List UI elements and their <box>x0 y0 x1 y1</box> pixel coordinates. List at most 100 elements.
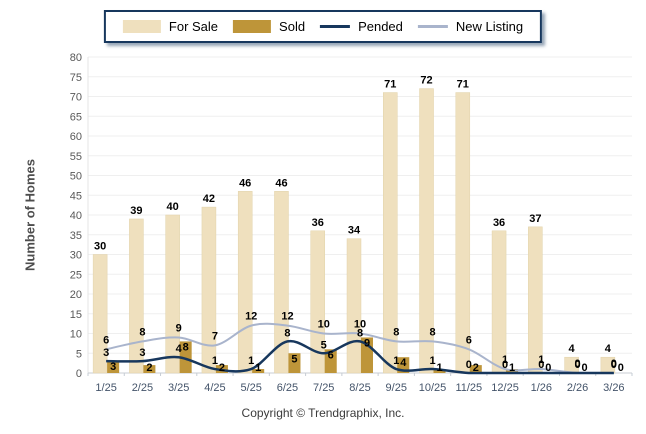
svg-text:40: 40 <box>167 201 179 213</box>
svg-text:50: 50 <box>70 171 82 183</box>
legend-item-new-listing: New Listing <box>417 19 524 34</box>
svg-text:46: 46 <box>275 177 287 189</box>
svg-text:60: 60 <box>70 131 82 143</box>
svg-text:2: 2 <box>473 362 479 374</box>
sold-bars <box>107 337 519 373</box>
svg-text:70: 70 <box>70 92 82 104</box>
svg-text:2/25: 2/25 <box>132 382 153 394</box>
svg-text:45: 45 <box>70 190 82 202</box>
svg-text:2/26: 2/26 <box>567 382 588 394</box>
svg-text:3: 3 <box>103 347 109 359</box>
svg-text:12/25: 12/25 <box>491 382 519 394</box>
svg-text:30: 30 <box>70 250 82 262</box>
svg-text:15: 15 <box>70 309 82 321</box>
svg-text:80: 80 <box>70 52 82 64</box>
svg-text:7/25: 7/25 <box>313 382 334 394</box>
svg-text:5: 5 <box>291 353 297 365</box>
svg-text:42: 42 <box>203 193 215 205</box>
svg-text:0: 0 <box>618 362 624 374</box>
svg-text:4: 4 <box>400 357 407 369</box>
svg-text:2: 2 <box>146 362 152 374</box>
svg-text:36: 36 <box>312 217 324 229</box>
svg-text:0: 0 <box>611 359 617 371</box>
svg-text:40: 40 <box>70 210 82 222</box>
svg-text:0: 0 <box>575 358 581 370</box>
svg-text:1: 1 <box>436 362 442 374</box>
svg-text:20: 20 <box>70 289 82 301</box>
svg-text:8: 8 <box>429 326 435 338</box>
svg-text:1/26: 1/26 <box>531 382 552 394</box>
svg-text:1: 1 <box>248 355 254 367</box>
svg-text:39: 39 <box>130 205 142 217</box>
legend-label-for-sale: For Sale <box>168 19 219 34</box>
svg-text:8/25: 8/25 <box>349 382 370 394</box>
svg-text:55: 55 <box>70 151 82 163</box>
svg-text:4: 4 <box>176 343 183 355</box>
svg-text:1: 1 <box>538 354 544 366</box>
svg-text:75: 75 <box>70 72 82 84</box>
for-sale-bars <box>92 88 616 374</box>
svg-text:2: 2 <box>219 362 225 374</box>
y-axis-labels: 0 5 10 15 20 25 30 35 40 45 50 55 60 65 70 75 80 <box>70 52 82 380</box>
svg-text:71: 71 <box>457 79 469 91</box>
svg-text:1/25: 1/25 <box>95 382 116 394</box>
svg-text:5: 5 <box>321 339 327 351</box>
svg-text:3/25: 3/25 <box>168 382 189 394</box>
pended-line <box>106 339 614 375</box>
svg-text:4: 4 <box>569 343 576 355</box>
svg-text:6: 6 <box>328 349 334 361</box>
svg-text:6: 6 <box>466 334 472 346</box>
svg-text:8: 8 <box>139 326 145 338</box>
svg-text:1: 1 <box>509 362 515 374</box>
svg-text:0: 0 <box>545 362 551 374</box>
svg-text:9: 9 <box>176 322 182 334</box>
x-axis-labels: 1/25 2/25 3/25 4/25 5/25 6/25 7/25 8/25 9/25 10/2… <box>87 373 633 394</box>
svg-text:11/25: 11/25 <box>455 382 482 394</box>
legend: For Sale Sold Pended New Listing <box>103 10 543 43</box>
sold-value-labels: 3 282 15 694 1 2 1 0 0 0 <box>110 337 624 374</box>
svg-text:12: 12 <box>245 311 257 323</box>
legend-item-for-sale: For Sale <box>122 19 219 34</box>
svg-text:0: 0 <box>538 359 544 371</box>
svg-text:5/25: 5/25 <box>240 382 261 394</box>
svg-text:72: 72 <box>420 75 432 87</box>
svg-text:25: 25 <box>70 269 82 281</box>
svg-text:6/25: 6/25 <box>277 382 298 394</box>
svg-text:0: 0 <box>611 358 617 370</box>
svg-text:9/25: 9/25 <box>386 382 407 394</box>
svg-text:0: 0 <box>575 359 581 371</box>
legend-label-pended: Pended <box>358 19 403 34</box>
svg-text:65: 65 <box>70 111 82 123</box>
legend-label-sold: Sold <box>279 19 306 34</box>
legend-item-sold: Sold <box>233 19 305 34</box>
svg-text:10: 10 <box>318 319 330 331</box>
new-listing-line <box>105 322 614 374</box>
svg-text:10/25: 10/25 <box>419 382 447 394</box>
svg-text:8: 8 <box>357 327 363 339</box>
pended-line-swatch-icon <box>320 25 351 28</box>
svg-text:0: 0 <box>582 362 588 374</box>
svg-text:8: 8 <box>284 327 290 339</box>
svg-text:9: 9 <box>364 337 370 349</box>
svg-text:1: 1 <box>212 355 218 367</box>
legend-label-new-listing: New Listing <box>455 19 524 34</box>
svg-text:1: 1 <box>502 354 508 366</box>
svg-text:5: 5 <box>76 348 82 360</box>
legend-item-pended: Pended <box>320 19 403 34</box>
svg-text:3: 3 <box>110 361 116 373</box>
svg-text:34: 34 <box>348 225 361 237</box>
svg-text:0: 0 <box>502 359 508 371</box>
new-listing-line-swatch-icon <box>417 25 448 28</box>
copyright-text: Copyright © Trendgraphix, Inc. <box>241 406 405 420</box>
svg-text:30: 30 <box>94 241 106 253</box>
svg-text:12: 12 <box>281 311 293 323</box>
svg-text:3: 3 <box>139 347 145 359</box>
svg-text:1: 1 <box>393 355 399 367</box>
svg-text:10: 10 <box>354 319 366 331</box>
svg-text:1: 1 <box>255 362 261 374</box>
sold-swatch-icon <box>233 20 272 33</box>
